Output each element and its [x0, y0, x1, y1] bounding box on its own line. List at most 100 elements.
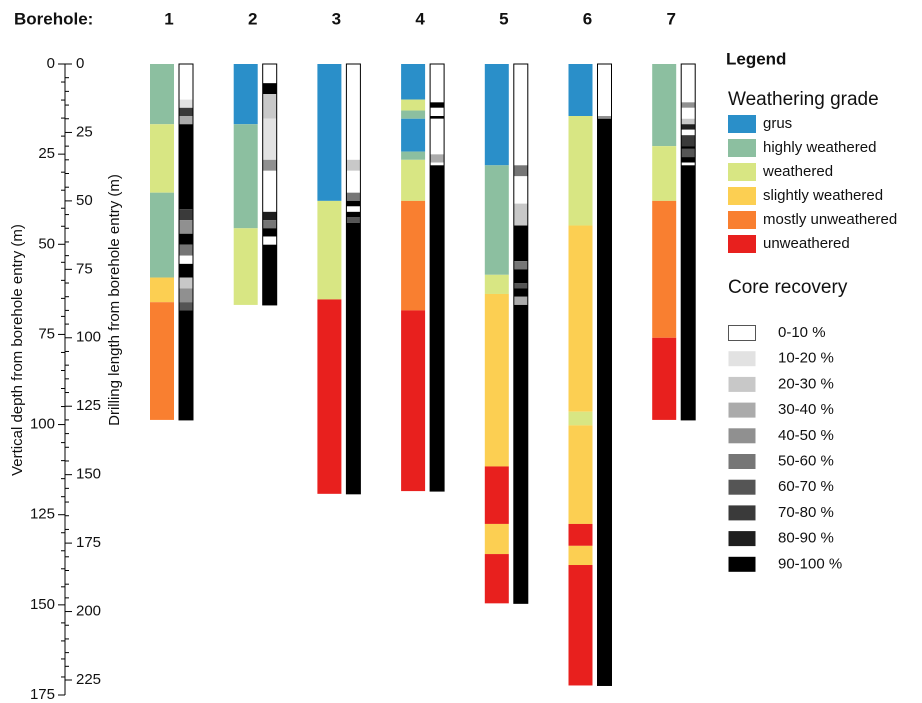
legend-label: grus	[763, 115, 792, 132]
y2-tick-label: 75	[76, 260, 93, 277]
y2-tick-label: 225	[76, 671, 101, 688]
legend-swatch	[728, 479, 756, 495]
weathering-interval	[401, 99, 426, 111]
y-tick-label: 75	[38, 325, 55, 342]
y2-tick-label: 175	[76, 534, 101, 551]
weathering-interval	[652, 200, 677, 338]
recovery-interval	[597, 64, 612, 117]
recovery-interval	[346, 200, 361, 207]
legend-label: weathered	[762, 163, 833, 180]
y2-tick-label: 150	[76, 466, 101, 483]
weathering-interval	[150, 124, 174, 193]
legend-title: Legend	[726, 49, 786, 68]
recovery-interval	[179, 99, 193, 108]
y2-tick-label: 0	[76, 55, 84, 72]
recovery-interval	[513, 296, 528, 305]
legend-label: unweathered	[763, 235, 850, 252]
weathering-interval	[568, 545, 593, 566]
weathering-interval	[317, 200, 342, 300]
legend-swatch	[728, 556, 756, 572]
weathering-interval	[484, 64, 509, 166]
y2-tick-label: 25	[76, 123, 93, 140]
y2-tick-label: 100	[76, 329, 101, 346]
recovery-interval	[346, 217, 361, 223]
weathering-interval	[652, 337, 677, 420]
borehole-label: 7	[666, 9, 675, 28]
legend-label: 0-10 %	[778, 324, 826, 341]
y-tick-label: 0	[47, 55, 55, 72]
recovery-interval	[681, 157, 696, 163]
recovery-interval	[513, 269, 528, 284]
recovery-interval	[681, 64, 696, 103]
weathering-interval	[401, 64, 426, 100]
recovery-interval	[262, 159, 277, 171]
recovery-interval	[262, 170, 277, 212]
weathering-interval	[568, 116, 593, 226]
recovery-interval	[430, 162, 445, 166]
borehole-label: 3	[332, 9, 341, 28]
recovery-interval	[179, 277, 193, 289]
y2-tick-label: 50	[76, 192, 93, 209]
recovery-outline	[680, 63, 696, 421]
weathering-interval	[401, 159, 426, 201]
recovery-interval	[597, 116, 612, 119]
weathering-interval	[568, 523, 593, 546]
legend-section-title: Weathering grade	[728, 89, 879, 110]
recovery-interval	[681, 162, 696, 166]
recovery-outline	[597, 63, 612, 686]
weathering-interval	[568, 411, 593, 426]
legend-swatch	[728, 402, 756, 418]
recovery-interval	[681, 124, 696, 130]
weathering-interval	[484, 466, 509, 524]
recovery-interval	[430, 64, 445, 103]
recovery-interval	[346, 206, 361, 212]
recovery-interval	[179, 288, 193, 303]
weathering-interval	[568, 64, 593, 117]
y2-tick-label: 125	[76, 397, 101, 414]
y-tick-label: 150	[30, 596, 55, 613]
recovery-interval	[513, 225, 528, 262]
legend-label: 80-90 %	[778, 530, 834, 547]
legend-label: 10-20 %	[778, 350, 834, 367]
y-tick-label: 50	[38, 235, 55, 252]
recovery-interval	[262, 83, 277, 95]
legend-swatch	[728, 325, 756, 341]
legend-label: 20-30 %	[778, 375, 834, 392]
borehole-label: 4	[415, 9, 425, 28]
recovery-interval	[179, 244, 193, 256]
recovery-interval	[430, 102, 445, 108]
legend-swatch	[728, 163, 756, 181]
recovery-interval	[513, 283, 528, 289]
legend-section-title: Core recovery	[728, 277, 848, 298]
recovery-interval	[681, 107, 696, 119]
legend-swatch	[728, 454, 756, 469]
recovery-interval	[179, 233, 193, 245]
recovery-interval	[346, 170, 361, 193]
recovery-interval	[262, 118, 277, 160]
legend-swatch	[728, 211, 756, 229]
recovery-interval	[513, 288, 528, 297]
weathering-interval	[484, 165, 509, 275]
borehole-label: 2	[248, 9, 257, 28]
recovery-interval	[597, 118, 612, 686]
legend-swatch	[728, 351, 756, 367]
weathering-interval	[568, 225, 593, 412]
legend-label: slightly weathered	[763, 187, 883, 204]
weathering-interval	[150, 302, 174, 420]
legend-label: highly weathered	[763, 139, 876, 156]
recovery-interval	[179, 263, 193, 278]
borehole-label: 5	[499, 9, 508, 28]
y-axis-title: Vertical depth from borehole entry (m)	[9, 224, 26, 476]
recovery-interval	[179, 255, 193, 264]
recovery-interval	[262, 236, 277, 245]
recovery-interval	[681, 148, 696, 158]
recovery-interval	[262, 64, 277, 84]
legend-swatch	[728, 115, 756, 133]
legend-label: mostly unweathered	[763, 211, 897, 228]
weathering-interval	[401, 151, 426, 160]
recovery-interval	[681, 118, 696, 125]
weathering-interval	[233, 124, 258, 229]
recovery-interval	[681, 165, 696, 420]
recovery-interval	[179, 209, 193, 221]
recovery-interval	[513, 176, 528, 204]
